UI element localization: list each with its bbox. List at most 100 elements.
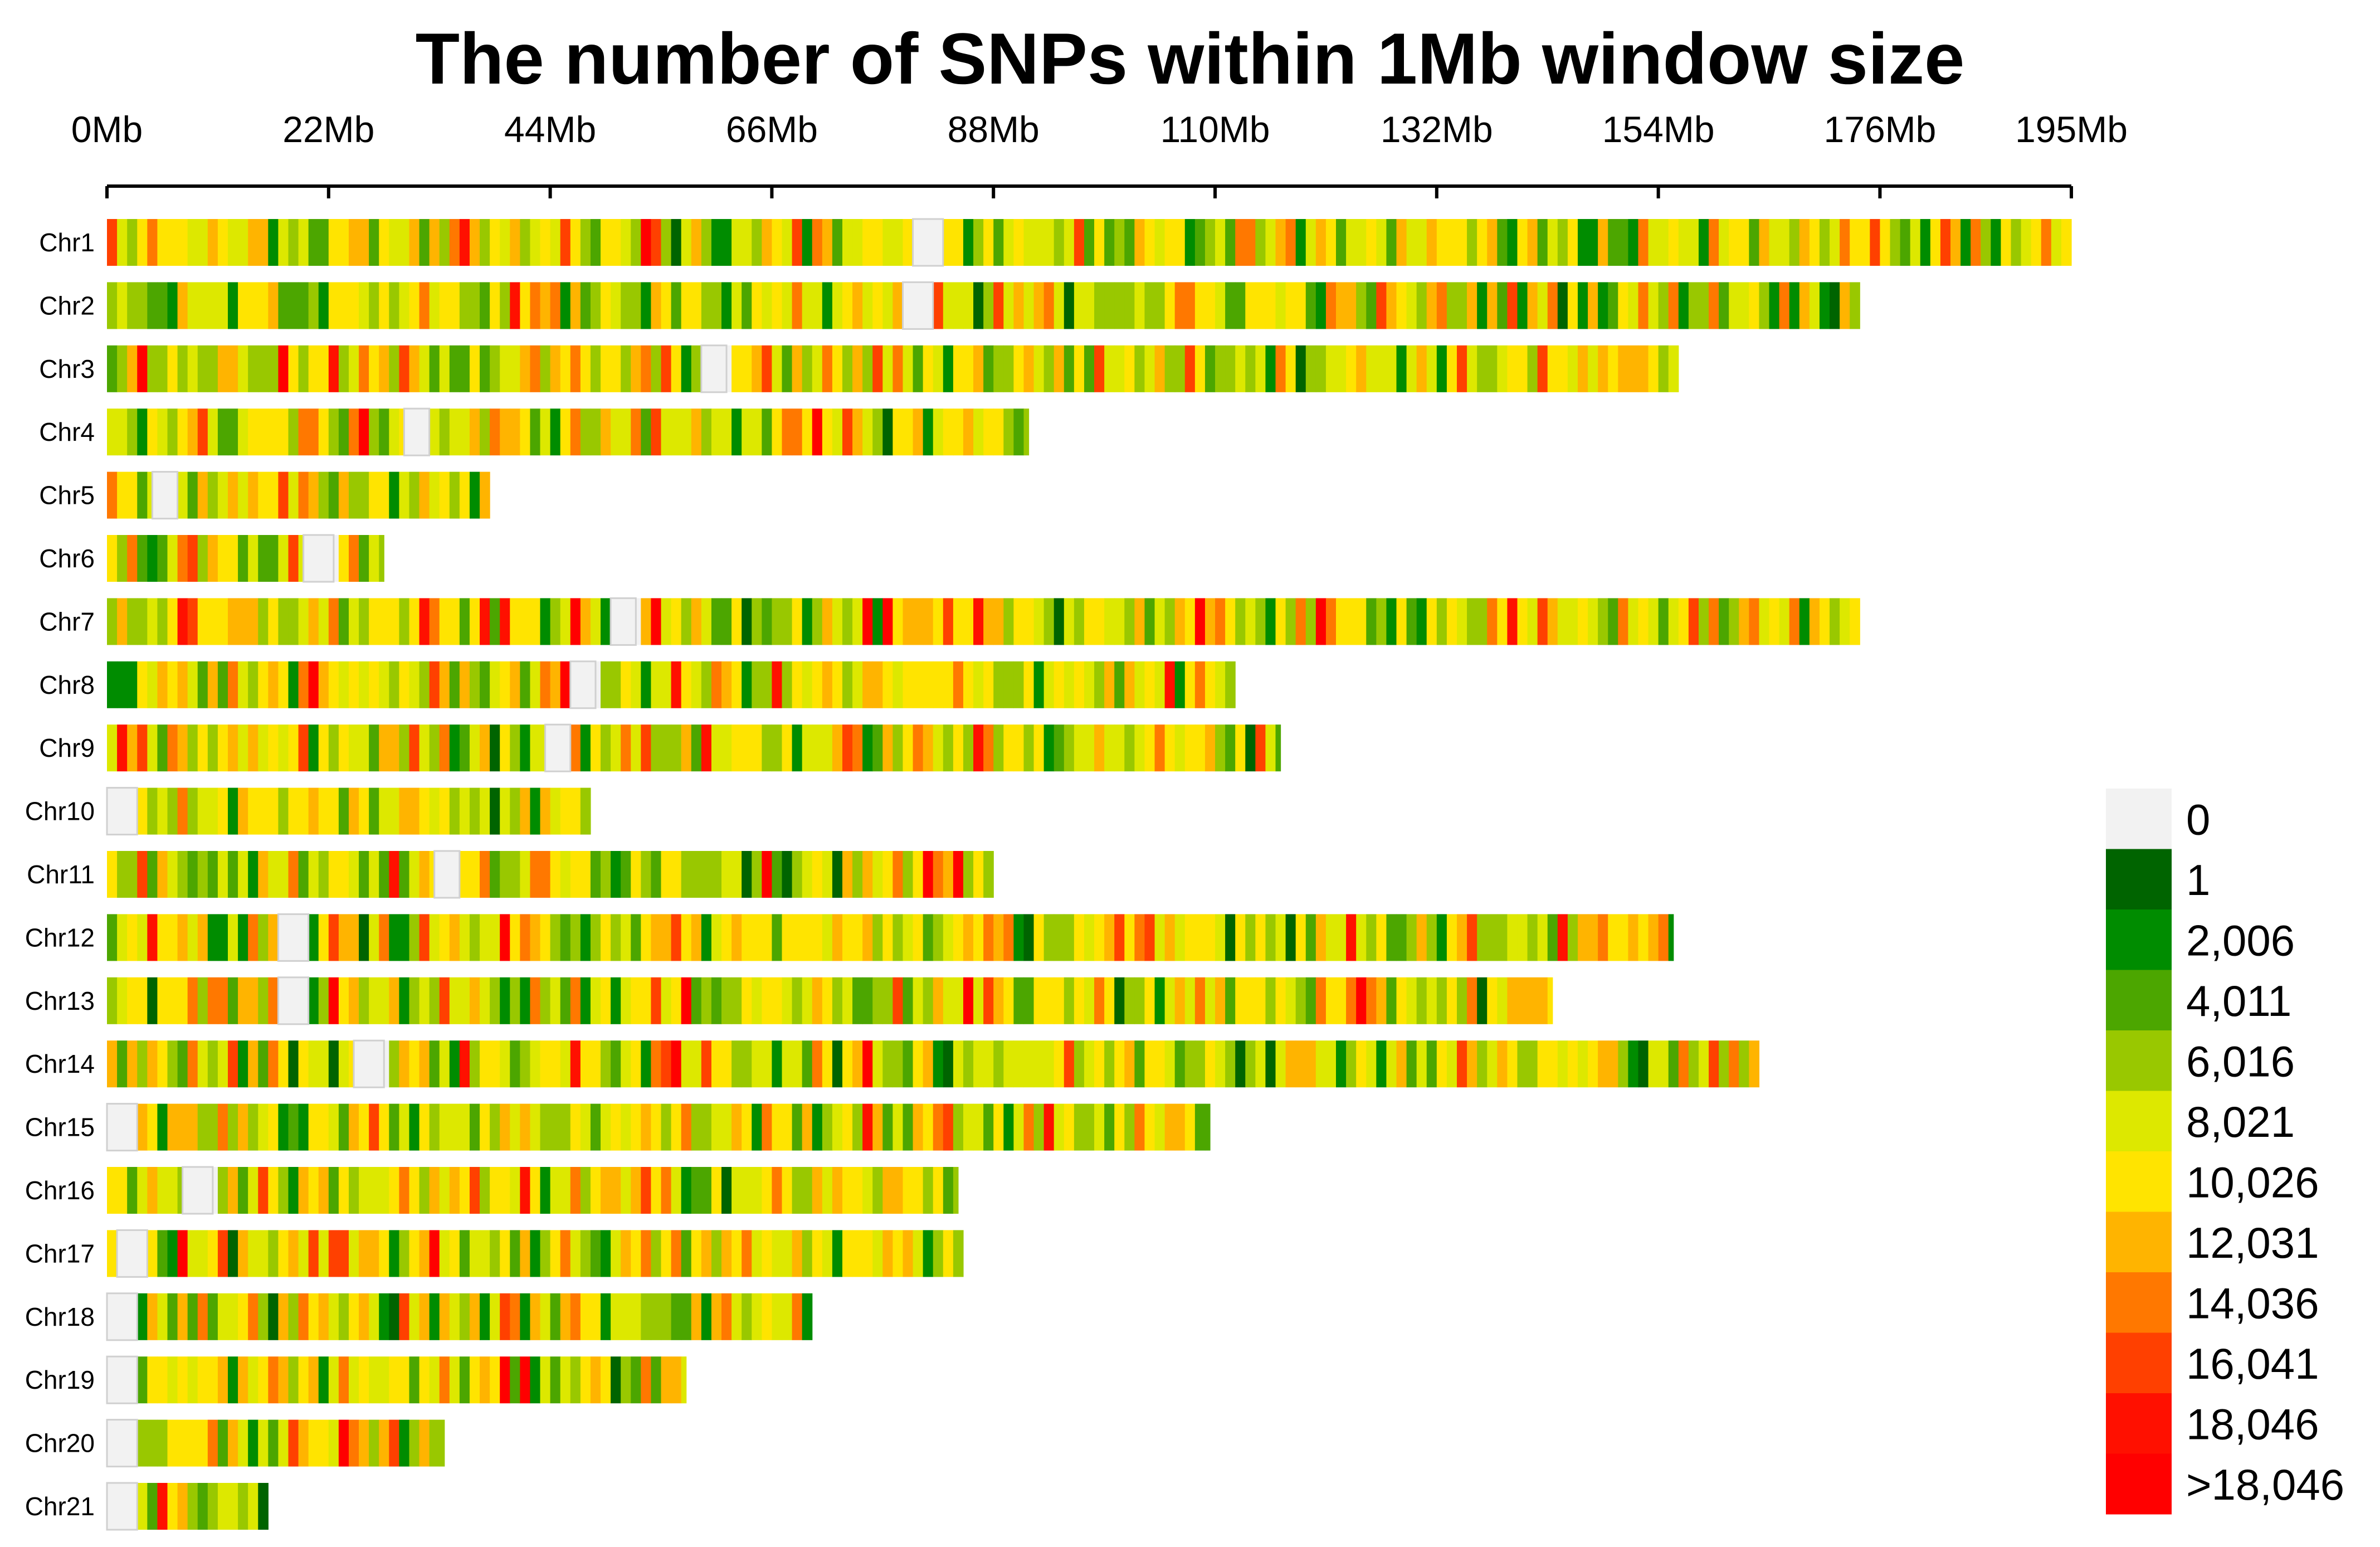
snp-window [248,1167,259,1214]
snp-window [1084,345,1095,392]
snp-window [318,408,329,456]
snp-window [963,219,974,266]
snp-window [772,408,783,456]
snp-window [691,977,702,1024]
legend-label: 14,036 [2186,1278,2319,1327]
snp-window [1064,661,1075,708]
snp-window [1295,282,1306,329]
snp-window [1074,219,1085,266]
snp-window [742,408,752,456]
snp-window [510,914,520,961]
snp-window [2051,219,2062,266]
snp-window [570,1103,581,1151]
snp-window [510,408,520,456]
snp-window [288,1103,299,1151]
snp-window [1346,282,1357,329]
snp-window [852,1040,863,1088]
snp-window [752,1230,762,1277]
snp-window [611,724,621,772]
snp-window [1194,345,1206,392]
snp-window [1920,219,1931,266]
snp-window [993,345,1004,392]
snp-window [923,1167,934,1214]
snp-window [207,661,218,708]
snp-window [1890,219,1901,266]
snp-window [641,1167,652,1214]
snp-window [1094,977,1105,1024]
snp-window [318,1356,329,1404]
snp-window [248,535,259,582]
snp-window [530,977,541,1024]
snp-window [560,1167,571,1214]
snp-window [1245,914,1256,961]
snp-window [1567,345,1578,392]
snp-window [1084,282,1095,329]
snp-window [389,1293,399,1340]
snp-window [832,408,843,456]
snp-window [772,977,783,1024]
snp-window [207,724,218,772]
snp-window [157,1483,168,1530]
snp-window [1517,977,1528,1024]
snp-window [268,914,279,961]
snp-window [1124,282,1135,329]
snp-window [1275,724,1281,772]
snp-window [1376,1040,1387,1088]
snp-window [731,1103,742,1151]
snp-window [419,1230,430,1277]
snp-window [621,1230,631,1277]
snp-window [1023,408,1030,456]
snp-window [1678,598,1689,645]
snp-window [338,345,349,392]
snp-window [157,724,168,772]
snp-window [1054,1040,1065,1088]
snp-window [348,851,359,898]
snp-window [359,535,369,582]
snp-window [419,851,430,898]
snp-window [530,1356,541,1404]
snp-window [782,724,793,772]
snp-window [379,1167,389,1214]
chromosome-label: Chr4 [39,417,95,446]
snp-window [993,1103,1004,1151]
snp-window [459,851,470,898]
snp-window [217,345,228,392]
snp-window [1698,1040,1709,1088]
snp-window [409,914,420,961]
snp-window [953,1103,964,1151]
snp-window [570,1230,581,1277]
snp-window [1678,219,1689,266]
snp-window [480,661,490,708]
snp-window [1981,219,1991,266]
snp-window [1467,598,1477,645]
snp-window [792,219,803,266]
snp-window [1336,598,1347,645]
snp-window [227,1293,238,1340]
snp-window [1315,282,1326,329]
snp-window [530,724,541,772]
snp-window [1386,219,1397,266]
snp-window [1204,661,1216,708]
snp-window [1184,345,1196,392]
snp-window [1598,1040,1608,1088]
snp-window [258,787,269,835]
snp-window [419,471,430,519]
snp-window [862,219,873,266]
snp-window [691,1167,702,1214]
snp-window [439,219,450,266]
snp-window [590,851,601,898]
snp-window [1567,1040,1578,1088]
snp-window [1598,914,1608,961]
snp-window [379,914,389,961]
snp-window [379,787,389,835]
snp-window [258,1419,269,1467]
snp-window [1729,1040,1739,1088]
snp-window [348,408,359,456]
snp-window [601,408,611,456]
snp-window [1033,661,1045,708]
snp-window [490,977,500,1024]
snp-window [490,1230,500,1277]
snp-window [601,1040,611,1088]
snp-window [187,1483,198,1530]
snp-window [1255,345,1266,392]
